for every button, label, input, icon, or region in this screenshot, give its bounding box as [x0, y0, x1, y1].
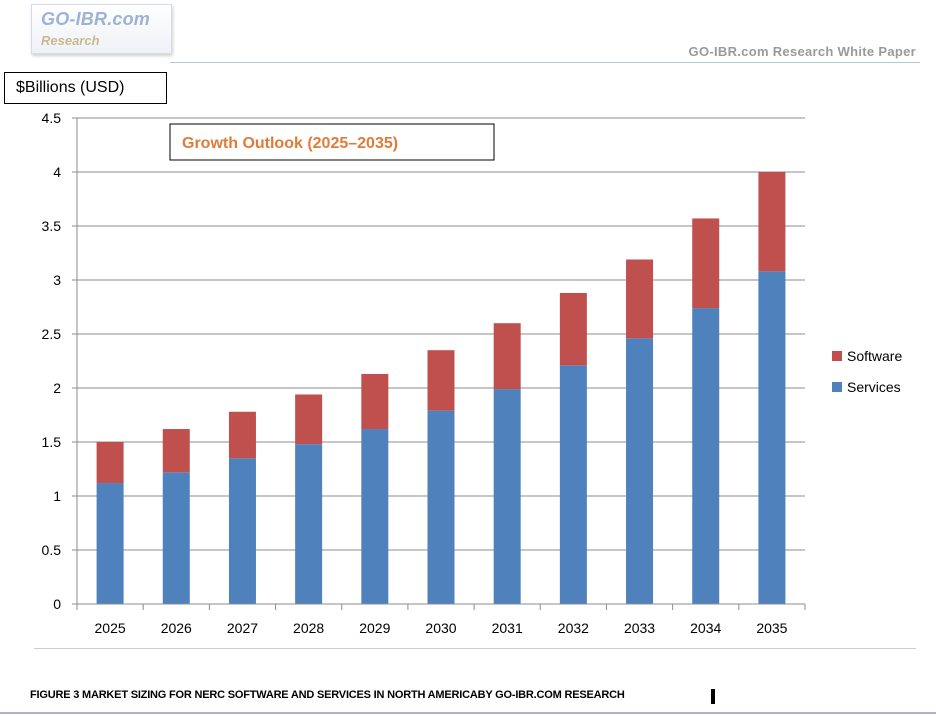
bar-services-2025 [96, 483, 124, 604]
bar-software-2027 [228, 411, 256, 459]
stacked-bar-chart: 00.511.522.533.544.5 2025 2026 2027 2028 202… [42, 110, 903, 636]
bar-software-2028 [295, 394, 323, 445]
axes [76, 118, 805, 610]
y-tick-label: 1 [53, 488, 61, 504]
x-tick-label: 2029 [359, 620, 390, 636]
bar-services-2027 [228, 458, 256, 604]
x-tick-label: 2032 [558, 620, 589, 636]
logo-main-text: GO-IBR.com [41, 9, 151, 29]
bar-software-2030 [427, 350, 455, 411]
logo: GO-IBR.com Research [31, 4, 172, 54]
text-cursor [711, 689, 715, 704]
y-tick-label: 2 [53, 380, 61, 396]
bar-software-2033 [626, 259, 654, 339]
x-tick-label: 2025 [95, 620, 126, 636]
bar-services-2029 [361, 429, 389, 604]
bar-software-2026 [162, 429, 190, 473]
y-tick-label: 2.5 [42, 326, 62, 342]
x-tick-label: 2031 [492, 620, 523, 636]
x-tick-label: 2028 [293, 620, 324, 636]
bar-software-2025 [96, 442, 124, 484]
chart-bottom-divider [34, 648, 916, 649]
x-tick-label: 2030 [425, 620, 456, 636]
chart-title-box: Growth Outlook (2025–2035) [169, 123, 495, 161]
logo-sub-text: Research [41, 33, 100, 48]
footer-divider [0, 712, 936, 714]
bar-services-2031 [493, 389, 521, 604]
bars [96, 172, 786, 604]
x-tick-label: 2034 [690, 620, 721, 636]
bar-services-2032 [559, 365, 587, 604]
bar-software-2035 [758, 172, 786, 272]
figure-caption: FIGURE 3 MARKET SIZING FOR NERC SOFTWARE… [30, 689, 625, 701]
bar-services-2035 [758, 271, 786, 604]
x-tick-label: 2027 [227, 620, 258, 636]
y-tick-label: 0.5 [42, 542, 62, 558]
x-tick-label: 2033 [624, 620, 655, 636]
y-tick-label: 4.5 [42, 110, 62, 126]
legend-label-services: Services [847, 379, 901, 395]
x-tick-label: 2035 [756, 620, 787, 636]
legend-swatch-services [832, 382, 842, 392]
y-tick-label: 3.5 [42, 218, 62, 234]
x-tick-labels: 2025 2026 2027 2028 2029 2030 2031 2032 2033 2034… [95, 620, 788, 636]
y-tick-labels: 0 0.5 1 1.5 2 2.5 3 3.5 4 4.5 [42, 110, 62, 612]
y-tick-label: 1.5 [42, 434, 62, 450]
bar-services-2030 [427, 410, 455, 604]
x-tick-label: 2026 [161, 620, 192, 636]
legend-label-software: Software [847, 348, 902, 364]
legend-swatch-software [832, 351, 842, 361]
bar-software-2029 [361, 373, 389, 430]
bar-software-2032 [559, 292, 587, 366]
header-divider [170, 62, 920, 63]
bar-software-2031 [493, 323, 521, 390]
y-tick-label: 0 [53, 596, 61, 612]
bar-software-2034 [692, 218, 720, 309]
bar-services-2034 [692, 308, 720, 604]
legend: Software Services [832, 348, 902, 395]
header-title: GO-IBR.com Research White Paper [688, 44, 916, 59]
bar-services-2028 [295, 444, 323, 604]
chart-title: Growth Outlook (2025–2035) [182, 135, 398, 152]
y-tick-label: 4 [53, 164, 61, 180]
bar-services-2033 [626, 338, 654, 604]
y-tick-label: 3 [53, 272, 61, 288]
y-axis-label: $Billions (USD) [4, 72, 167, 104]
bar-services-2026 [162, 472, 190, 604]
